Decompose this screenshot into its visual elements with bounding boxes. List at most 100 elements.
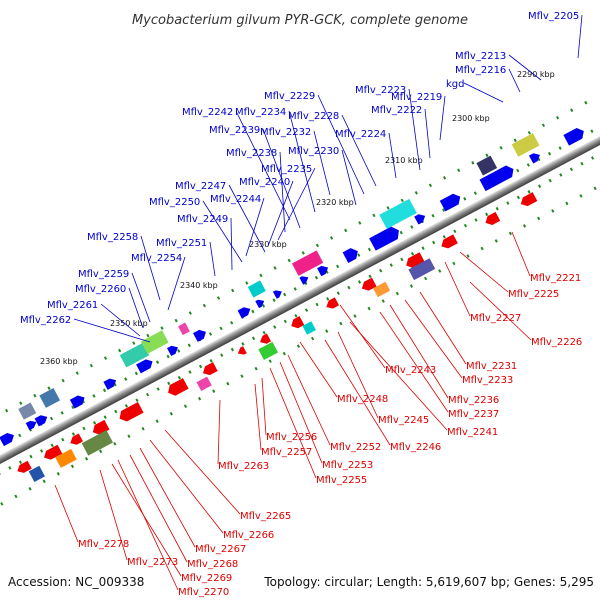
- leader-line: [129, 454, 188, 563]
- leader-line: [202, 200, 243, 263]
- leader-line: [508, 68, 521, 93]
- kbp-tick-label: 2290 kbp: [517, 70, 555, 79]
- kbp-tick-label: 2330 kbp: [249, 240, 287, 249]
- gene-arrow-reverse: [361, 277, 377, 291]
- feature-box: [379, 198, 417, 229]
- leader-line: [279, 361, 323, 464]
- gene-label: kgd: [446, 79, 465, 90]
- leader-line: [287, 354, 331, 446]
- gene-arrow-forward: [342, 248, 358, 264]
- leader-line: [117, 459, 179, 591]
- gene-track: [0, 127, 584, 483]
- gene-label: Mflv_2219: [391, 92, 442, 103]
- leader-line: [577, 14, 583, 59]
- gene-label: Mflv_2249: [177, 214, 228, 225]
- gene-label: Mflv_2223: [355, 85, 406, 96]
- gene-label: Mflv_2259: [78, 269, 129, 280]
- gene-label: Mflv_2247: [175, 181, 226, 192]
- kbp-tick-labels: 2290 kbp 2300 kbp 2310 kbp 2320 kbp 2330 kbp…: [37, 68, 558, 367]
- leader-line: [324, 339, 391, 446]
- leader-line: [341, 149, 357, 206]
- leader-line: [404, 299, 463, 379]
- gene-label: Mflv_2250: [149, 197, 200, 208]
- kbp-tick-label: 2310 kbp: [385, 156, 423, 165]
- gene-label: Mflv_2222: [371, 105, 422, 116]
- leader-line: [254, 383, 262, 451]
- feature-box: [511, 133, 540, 157]
- leader-line: [379, 311, 449, 413]
- leader-line: [54, 484, 79, 543]
- gene-arrow-forward: [166, 345, 178, 357]
- leader-line: [317, 94, 365, 195]
- gene-arrow-forward: [299, 276, 309, 285]
- feature-box: [247, 280, 266, 298]
- gene-label: Mflv_2242: [182, 107, 233, 118]
- gene-label: Mflv_2225: [508, 289, 559, 300]
- gene-arrow-forward: [193, 329, 206, 342]
- kbp-label-bg: [449, 112, 493, 124]
- topology-summary: Topology: circular; Length: 5,619,607 bp…: [263, 575, 594, 589]
- kbp-tick-label: 2340 kbp: [180, 281, 218, 290]
- leader-line: [444, 261, 471, 317]
- gene-arrow-reverse: [17, 460, 32, 473]
- track-dots: [0, 140, 600, 481]
- gene-label: Mflv_2237: [448, 409, 499, 420]
- feature-box: [119, 342, 150, 368]
- feature-box: [373, 281, 391, 298]
- gene-label: Mflv_2251: [156, 238, 207, 249]
- accession-text: Accession: NC_009338: [8, 575, 144, 589]
- gene-label: Mflv_2231: [466, 361, 517, 372]
- gene-arrow-forward: [0, 433, 14, 447]
- leader-line: [235, 110, 291, 221]
- gene-label: Mflv_2241: [447, 427, 498, 438]
- gene-labels: Mflv_2205Mflv_2213Mflv_2216kgdMflv_2219M…: [20, 11, 582, 598]
- gene-arrow-forward: [317, 265, 329, 277]
- kbp-tick-label: 2360 kbp: [40, 357, 78, 366]
- leader-line: [511, 231, 531, 277]
- leader-line: [424, 108, 431, 159]
- gene-label: Mflv_2235: [261, 164, 312, 175]
- gene-arrow-forward: [237, 307, 251, 319]
- gene-label: Mflv_2268: [187, 559, 238, 570]
- gene-arrow-forward: [25, 420, 37, 431]
- map-title: Mycobacterium gilvum PYR-GCK, complete g…: [132, 13, 468, 28]
- leader-line: [245, 197, 265, 257]
- leader-line: [313, 130, 331, 196]
- gene-label: Mflv_2244: [210, 194, 261, 205]
- leader-line: [217, 399, 221, 465]
- leader-line: [469, 281, 532, 341]
- leader-line: [167, 256, 186, 311]
- gene-label: Mflv_2261: [47, 300, 98, 311]
- gene-label: Mflv_2226: [531, 337, 582, 348]
- leader-line: [228, 184, 266, 253]
- feature-box: [18, 402, 37, 420]
- leader-line: [288, 110, 316, 213]
- leader-line: [128, 287, 144, 329]
- leader-line: [459, 251, 509, 293]
- gene-arrow-forward: [529, 153, 540, 164]
- feature-box: [81, 430, 113, 456]
- leader-line: [100, 303, 141, 337]
- leader-line: [149, 439, 224, 534]
- leader-line: [139, 447, 196, 548]
- kbp-label-bg: [246, 238, 290, 250]
- kbp-label-bg: [313, 196, 357, 208]
- gene-label: Mflv_2258: [87, 232, 138, 243]
- gene-label: Mflv_2266: [223, 530, 274, 541]
- leader-line: [388, 132, 397, 179]
- gene-label: Mflv_2239: [209, 125, 260, 136]
- gene-label: Mflv_2227: [470, 313, 521, 324]
- gene-arrow-forward: [369, 226, 399, 251]
- gene-arrow-reverse: [291, 316, 305, 329]
- gene-label: Mflv_2256: [266, 432, 317, 443]
- gene-label: Mflv_2260: [75, 284, 126, 295]
- feature-box: [408, 258, 436, 281]
- leader-line: [269, 367, 317, 479]
- gene-arrow-reverse: [441, 234, 458, 249]
- leader-line: [111, 463, 182, 577]
- gene-arrow-forward: [479, 165, 514, 192]
- feature-box: [258, 341, 279, 360]
- feature-box: [178, 322, 190, 336]
- leader-line: [439, 95, 446, 141]
